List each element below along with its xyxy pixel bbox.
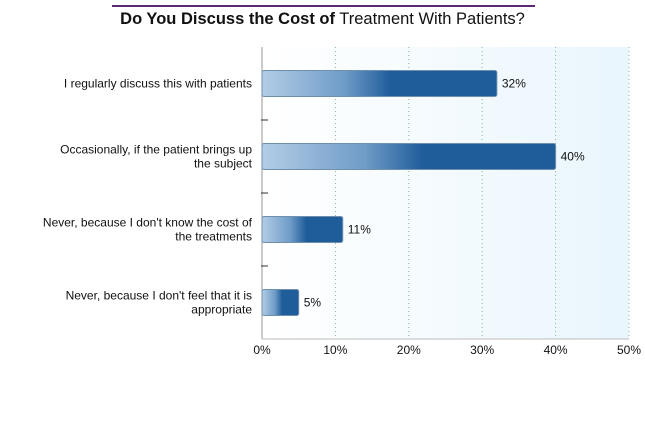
chart-title: Do You Discuss the Cost of Treatment Wit… <box>0 10 645 29</box>
category-label: Never, because I don't feel that it is ap… <box>66 289 253 317</box>
bar <box>261 70 498 97</box>
x-tick-label: 30% <box>470 343 494 357</box>
x-tick-label: 0% <box>253 343 271 357</box>
data-label: 11% <box>348 223 371 237</box>
category-label: I regularly discuss this with patients <box>64 77 252 91</box>
title-rule <box>112 5 535 7</box>
chart-title-bold: Do You Discuss the Cost of <box>120 10 335 28</box>
data-label: 40% <box>561 150 585 164</box>
data-label: 5% <box>304 296 322 310</box>
x-tick-label: 10% <box>323 343 347 357</box>
x-tick-label: 40% <box>544 343 568 357</box>
x-tick-label: 20% <box>397 343 421 357</box>
chart-title-rest: Treatment With Patients? <box>339 10 525 28</box>
category-label: Occasionally, if the patient brings up th… <box>60 143 253 171</box>
bar <box>261 216 344 243</box>
x-tick-label: 50% <box>617 343 641 357</box>
bar <box>261 289 300 316</box>
data-label: 32% <box>502 77 526 91</box>
category-label: Never, because I don't know the cost of t… <box>43 216 253 244</box>
bar <box>261 143 557 170</box>
